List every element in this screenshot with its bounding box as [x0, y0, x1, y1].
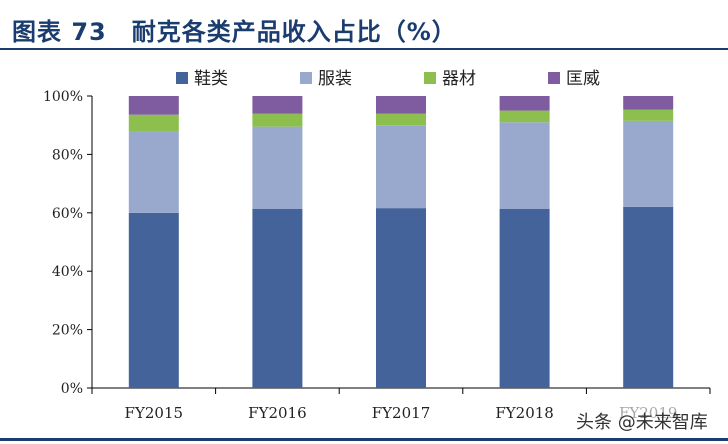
legend-label: 服装 [318, 69, 352, 89]
legend: 鞋类 服装 器材 匡威 [176, 69, 600, 89]
bar-segment [376, 208, 426, 388]
y-tick-label: 80% [52, 147, 83, 163]
bar-segment [376, 125, 426, 209]
bar-segment [499, 96, 550, 111]
bar-segment [499, 122, 550, 210]
bar-segment [623, 109, 674, 121]
y-tick-label: 100% [43, 89, 83, 105]
bar-segment [252, 113, 303, 127]
watermark-text: 头条 @未来智库 [572, 406, 712, 436]
y-tick-label: 40% [52, 264, 83, 280]
title-bar: 图表 73 耐克各类产品收入占比（%） [0, 0, 728, 50]
legend-swatch [548, 72, 560, 84]
axes: 0% 20% 40% 60% 80% 100% FY2015 FY2016 FY2017 FY20… [43, 89, 711, 422]
x-tick-label: FY2016 [248, 404, 306, 422]
bar-segment [623, 120, 674, 207]
x-tick-label: FY2017 [372, 404, 430, 422]
y-tick-label: 20% [52, 323, 83, 339]
bars [128, 96, 674, 388]
bar-segment [252, 209, 303, 388]
bar-segment [128, 212, 179, 388]
x-tick-label: FY2015 [125, 404, 183, 422]
bar-segment [499, 209, 550, 388]
legend-swatch [424, 72, 436, 84]
bar-segment [623, 96, 674, 110]
y-tick-label: 0% [61, 381, 83, 397]
bar-segment [128, 96, 179, 115]
y-tick-label: 60% [52, 206, 83, 222]
bar-segment [376, 96, 426, 114]
legend-label: 匡威 [566, 69, 600, 89]
bar-segment [252, 96, 303, 114]
bar-segment [128, 114, 179, 132]
bar-segment [623, 206, 674, 388]
legend-label: 器材 [442, 69, 476, 89]
bar-segment [376, 113, 426, 126]
legend-swatch [176, 72, 188, 84]
x-tick-label: FY2018 [495, 404, 553, 422]
legend-swatch [300, 72, 312, 84]
bar-segment [499, 110, 550, 123]
bottom-divider [0, 438, 728, 441]
bar-segment [128, 131, 179, 213]
bar-segment [252, 126, 303, 210]
legend-label: 鞋类 [194, 69, 228, 89]
title-divider [0, 48, 728, 50]
chart-title: 图表 73 耐克各类产品收入占比（%） [12, 18, 457, 46]
